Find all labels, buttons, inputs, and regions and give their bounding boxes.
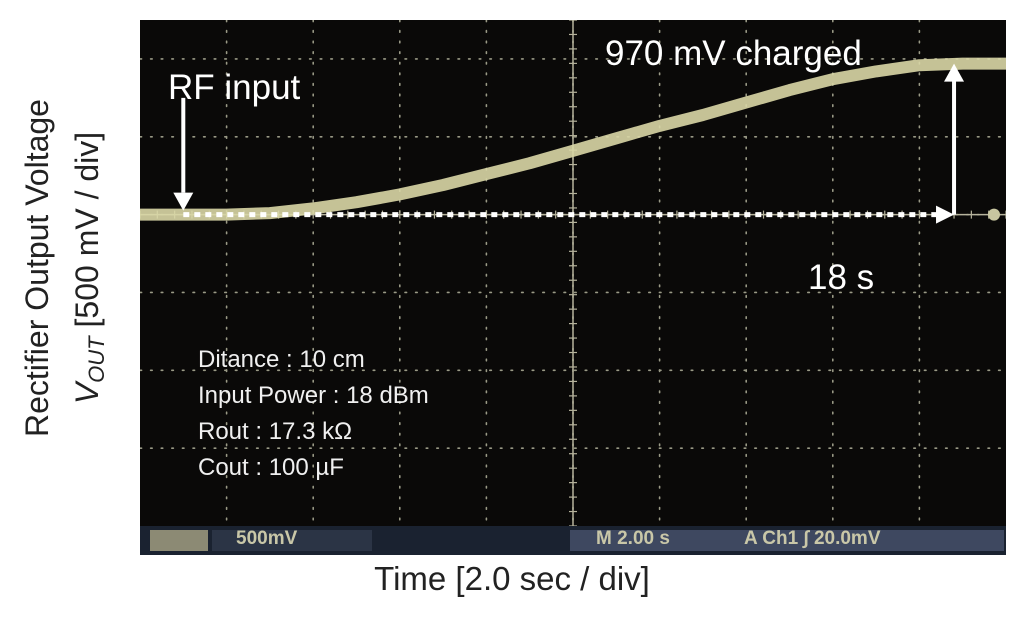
status-trigger: A Ch1 ∫ 20.0mV — [744, 528, 881, 549]
plot-area — [140, 20, 1006, 527]
setting-cout: Cout : 100 µF — [198, 454, 344, 481]
x-axis-label: Time [2.0 sec / div] — [374, 560, 650, 597]
rf-input-arrowhead — [173, 192, 194, 211]
charged-label: 970 mV charged — [605, 34, 862, 73]
setting-rout: Rout : 17.3 kΩ — [198, 418, 353, 445]
y-axis-label-var: V — [69, 380, 105, 404]
oscilloscope-screen: RF input 970 mV charged 18 s Ditance : 1… — [140, 20, 1006, 555]
settings-panel: Ditance : 10 cm Input Power : 18 dBm Rou… — [198, 342, 429, 486]
status-timebase: M 2.00 s — [596, 528, 670, 549]
svg-text:VOUT [500 mV / div]: VOUT [500 mV / div] — [69, 132, 109, 404]
y-axis-label: Rectifier Output Voltage VOUT [500 mV / … — [0, 0, 130, 555]
duration-arrowhead — [936, 205, 955, 224]
scope-status-bar: 500mV M 2.00 s A Ch1 ∫ 20.0mV — [140, 526, 1006, 555]
setting-distance: Ditance : 10 cm — [198, 346, 365, 373]
charged-arrowhead — [944, 63, 965, 82]
rf-input-label: RF input — [168, 68, 301, 107]
voltage-trace — [140, 57, 1006, 221]
y-axis-label-line1: Rectifier Output Voltage — [19, 99, 55, 437]
duration-label: 18 s — [808, 258, 875, 297]
status-ch-scale: 500mV — [236, 528, 298, 549]
setting-input-power: Input Power : 18 dBm — [198, 382, 429, 409]
y-axis-label-var-sub: OUT — [84, 335, 109, 383]
ground-marker — [988, 208, 1000, 221]
y-axis-label-units: [500 mV / div] — [69, 132, 105, 328]
